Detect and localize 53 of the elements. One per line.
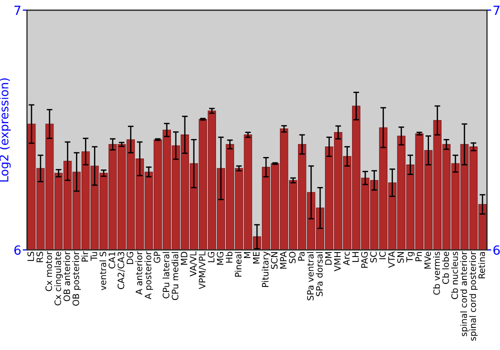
x-tick-label: LG [208,252,214,262]
y2-tick-label: 6 [493,245,500,255]
x-tick-label: Pituitary [262,252,270,287]
x-tick-label: Cb vermis [433,252,440,295]
x-tick-label: Tu [90,252,98,261]
x-tick-label: LS [27,252,34,261]
x-tick-label: Pn [415,252,422,262]
x-tick-label: ventral S [99,252,106,290]
x-tick-label: GP [154,252,160,263]
x-tick-label: MVe [424,252,431,269]
x-tick-label: OB anterior [63,251,70,302]
x-tick-label: VA/VL [190,251,198,276]
x-tick-label: IC [379,252,386,260]
x-tick-label: SCN [270,252,278,269]
x-tick-label: Pir [81,251,88,262]
x-tick-label: M [244,252,250,258]
x-tick-label: OB posterior [72,251,81,306]
x-tick-label: Pa [298,252,305,261]
x-tick-label: RS [36,252,44,262]
x-tick-label: Cb lobe [442,252,449,284]
x-tick-label: SN [397,252,404,263]
x-tick-label: SO [289,252,296,264]
x-tick-label: VMH [334,252,341,272]
x-tick-label: Tg [406,252,415,262]
x-tick-label: Cx cingulate [54,252,63,306]
x-tick-label: CA1 [108,252,116,268]
x-tick-label: DG [126,252,134,264]
x-tick-label: VPM/VPL [198,251,206,290]
x-tick-label: CA2/CA3 [118,252,125,290]
x-tick-label: CPu medial [172,252,178,300]
x-tick-label: DM [325,252,332,265]
x-tick-label: MPA [280,251,286,269]
x-tick-label: Pineal [234,252,242,277]
x-tick-label: A posterior [144,251,153,300]
x-tick-label: Hb [226,252,232,263]
x-tick-label: Arc [343,252,350,266]
x-tick-label: spinal cord anterior [460,251,469,336]
x-tick-label: spinal cord posterior [469,251,478,341]
x-tick-label: Cx motor [45,251,52,292]
x-tick-label: PAG [361,252,368,268]
x-tick-label: LH [352,252,359,262]
x-tick-label: A anterior [136,251,142,295]
x-tick-label: SPa ventral [306,252,314,300]
x-tick-label: VTA [388,251,395,268]
x-tick-label: ME [253,252,260,264]
x-tick-label: SC [370,252,377,262]
x-tick-label: MG [216,252,224,265]
x-tick-label: Retina [478,252,486,278]
x-tick-label: SPa dorsal [316,252,323,296]
x-tick-label: CPu lateral [162,252,170,298]
x-tick-label: MD [180,252,188,265]
y2-tick-label: 7 [494,6,500,15]
x-tick-label: Cb nucleus [451,252,458,300]
